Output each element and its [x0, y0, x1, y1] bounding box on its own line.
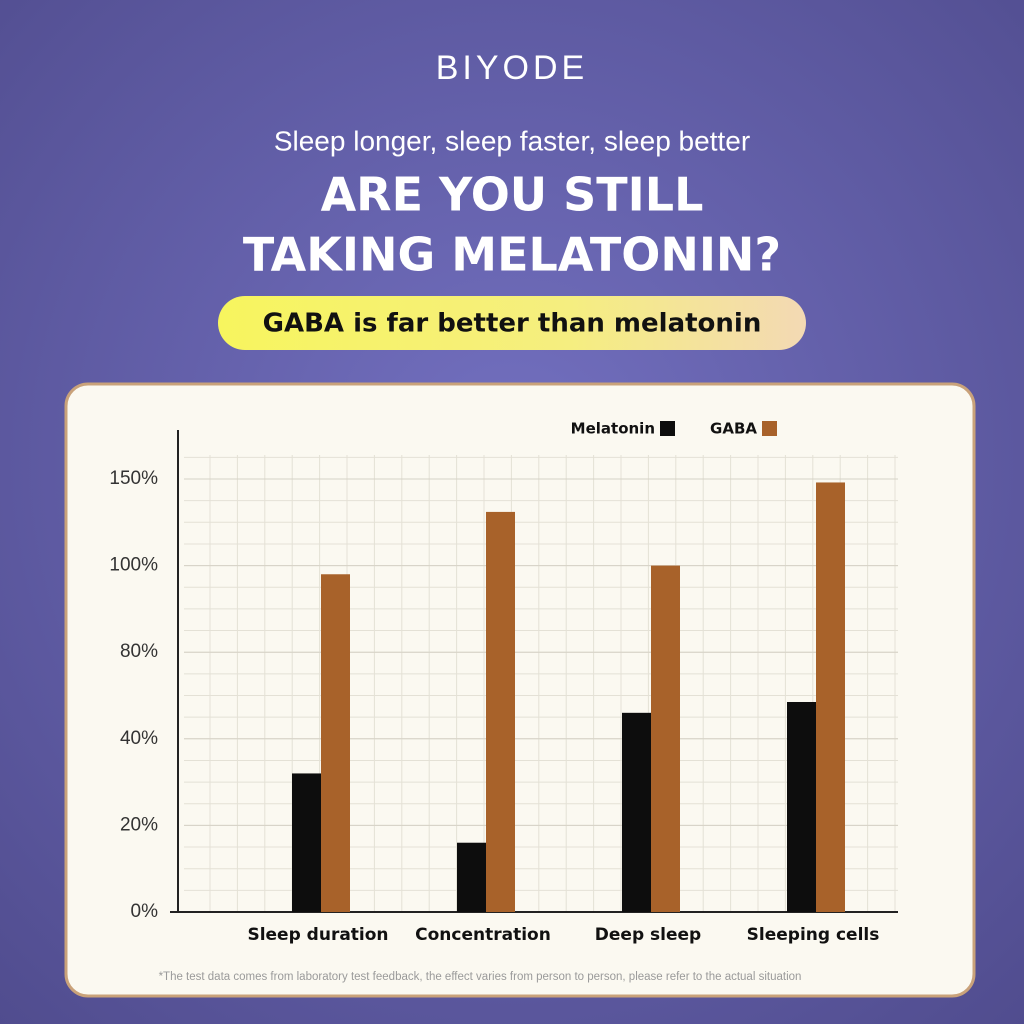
bar — [622, 712, 651, 912]
footnote: *The test data comes from laboratory tes… — [159, 971, 802, 983]
y-tick-label: 20% — [120, 814, 158, 835]
legend-label: GABA — [710, 420, 757, 438]
y-tick-label: 150% — [109, 468, 158, 489]
bar — [486, 511, 515, 912]
y-tick-label: 80% — [120, 641, 158, 662]
bar — [292, 773, 321, 912]
legend-swatch — [762, 421, 777, 436]
x-tick-label: Concentration — [415, 925, 551, 945]
legend-swatch — [660, 421, 675, 436]
brand-logo: BIYODE — [436, 49, 588, 87]
bar — [816, 482, 845, 912]
y-tick-label: 100% — [109, 555, 158, 576]
banner-bg — [218, 296, 806, 350]
bar — [651, 565, 680, 912]
bar — [457, 842, 486, 912]
y-tick-label: 40% — [120, 728, 158, 749]
x-tick-label: Sleeping cells — [747, 925, 880, 945]
plot: 0% 20% 40% 80% 100% 150% Sleep duration Concent… — [109, 420, 898, 945]
title-line: ARE YOU STILL — [321, 168, 704, 222]
title-line: TAKING MELATONIN? — [243, 228, 781, 282]
subtitle: Sleep longer, sleep faster, sleep better — [274, 125, 750, 156]
x-tick-label: Deep sleep — [595, 925, 701, 945]
bar — [787, 701, 816, 912]
legend-label: Melatonin — [571, 420, 655, 438]
bar — [321, 574, 350, 912]
y-tick-label: 0% — [131, 901, 159, 922]
x-tick-label: Sleep duration — [247, 925, 388, 945]
banner-text: GABA is far better than melatonin — [263, 309, 762, 339]
